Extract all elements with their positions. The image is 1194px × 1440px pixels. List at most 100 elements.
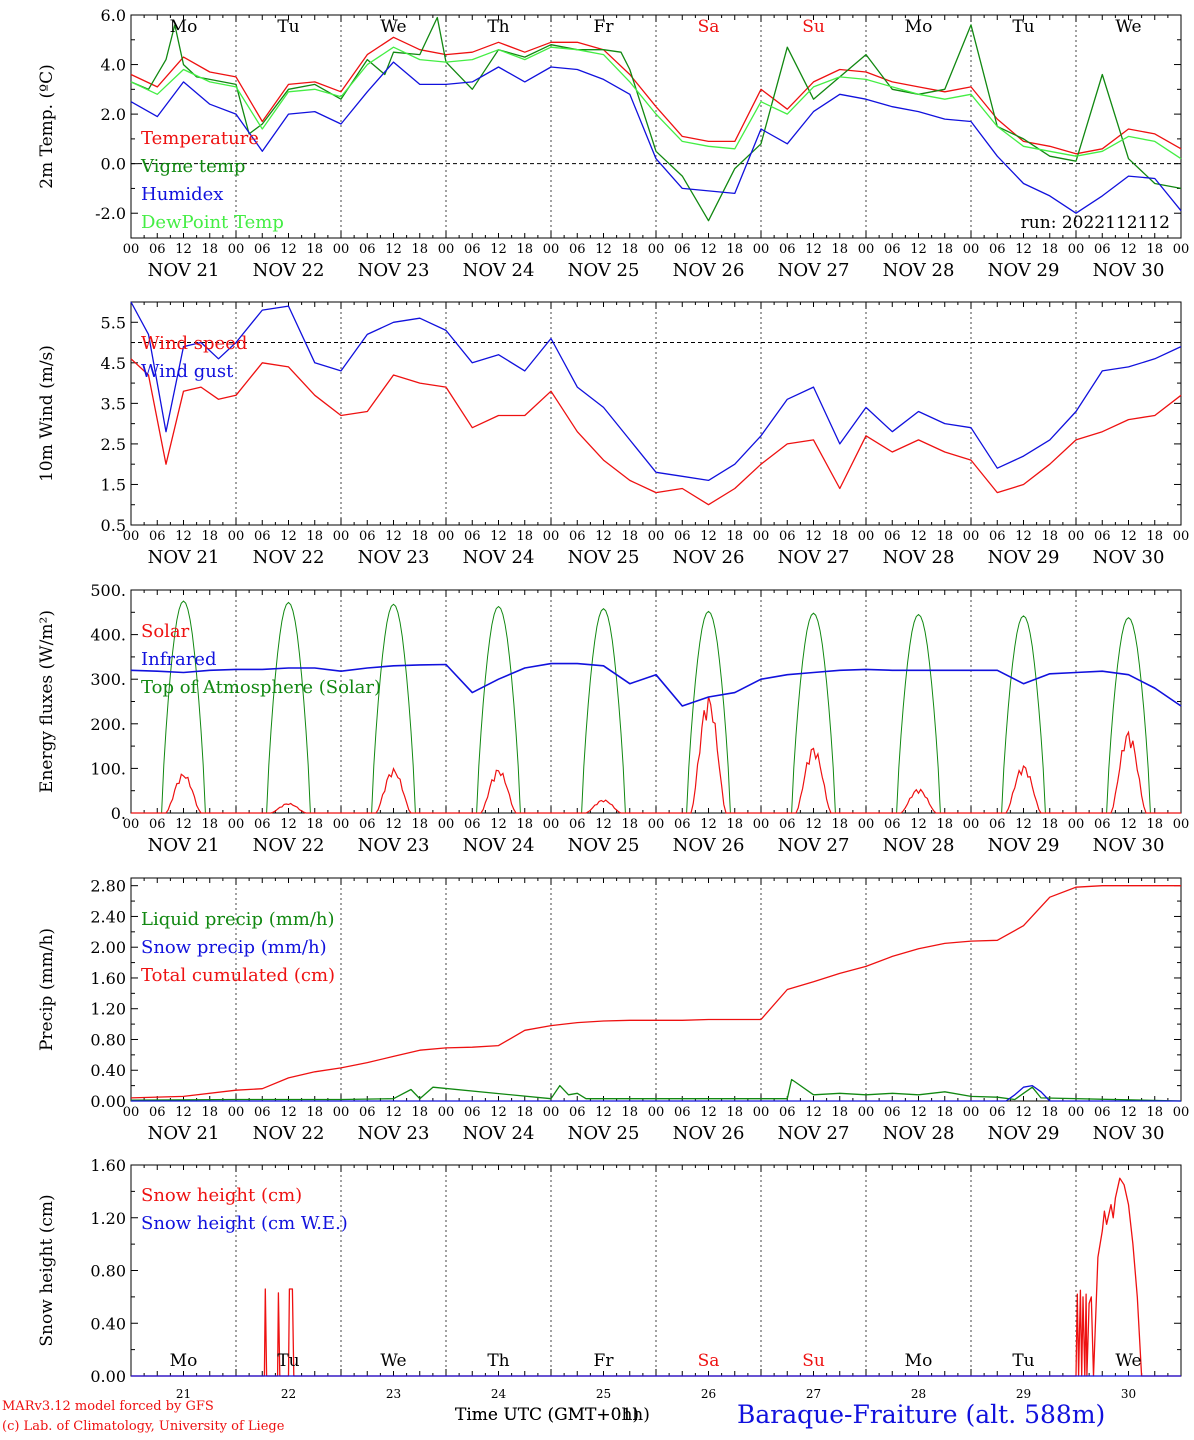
- date-label: NOV 21: [148, 260, 220, 281]
- hour-tick-label: 00: [753, 1105, 770, 1120]
- date-label: NOV 28: [883, 835, 955, 856]
- y-tick-label: 0.80: [90, 1030, 126, 1049]
- hour-tick-label: 12: [1120, 242, 1137, 257]
- hour-tick-label: 06: [464, 529, 481, 544]
- date-label: NOV 24: [463, 260, 535, 281]
- series-line: [130, 885, 1181, 1099]
- hour-tick-label: 12: [385, 1105, 402, 1120]
- day-number-label: 27: [806, 1387, 821, 1401]
- day-number-label: 30: [1121, 1387, 1136, 1401]
- hour-tick-label: 06: [884, 817, 901, 832]
- hour-tick-label: 12: [910, 242, 927, 257]
- y-tick-label: 1.60: [90, 969, 126, 988]
- hour-tick-label: 06: [254, 1105, 271, 1120]
- y-tick-label: 1.20: [90, 1000, 126, 1019]
- day-of-week-label: We: [380, 1351, 406, 1371]
- hour-tick-label: 18: [1041, 817, 1058, 832]
- y-tick-label: -2.0: [95, 204, 126, 223]
- y-tick-label: 1.60: [90, 1156, 126, 1175]
- date-label: NOV 27: [778, 260, 850, 281]
- y-tick-label: 300.: [90, 670, 126, 689]
- day-of-week-label: We: [1115, 1351, 1141, 1371]
- hour-tick-label: 00: [1173, 817, 1190, 832]
- legend-entry: Wind gust: [141, 361, 234, 382]
- day-of-week-label: We: [1115, 17, 1141, 37]
- hour-tick-label: 06: [464, 242, 481, 257]
- hour-tick-label: 18: [516, 1105, 533, 1120]
- day-of-week-label: Th: [487, 17, 509, 37]
- toa-solar-curve: [761, 612, 866, 814]
- y-tick-label: 4.5: [101, 354, 126, 373]
- date-label: NOV 28: [883, 260, 955, 281]
- y-tick-label: 0.0: [101, 155, 126, 174]
- hour-tick-label: 18: [936, 242, 953, 257]
- hour-tick-label: 12: [805, 242, 822, 257]
- model-credit: MARv3.12 model forced by GFS: [2, 1399, 214, 1414]
- date-label: NOV 26: [673, 835, 745, 856]
- hour-tick-label: 18: [201, 529, 218, 544]
- hour-tick-label: 06: [149, 1105, 166, 1120]
- day-number-label: 29: [1016, 1387, 1031, 1401]
- hour-tick-label: 06: [149, 242, 166, 257]
- toa-solar-curve: [446, 605, 551, 814]
- panel-2: 5.5 4.5 3.5 2.5 1.5 0.5 10m Wind (m/s) Wind spe…: [37, 301, 1189, 568]
- solar-curve: [866, 788, 971, 814]
- hour-tick-label: 00: [333, 242, 350, 257]
- hour-tick-label: 06: [149, 817, 166, 832]
- hour-tick-label: 06: [1094, 1105, 1111, 1120]
- hour-tick-label: 12: [1120, 1105, 1137, 1120]
- hour-tick-label: 12: [805, 817, 822, 832]
- day-number-label: 25: [596, 1387, 611, 1401]
- hour-tick-label: 18: [936, 529, 953, 544]
- day-number-label: 22: [281, 1387, 296, 1401]
- hour-tick-label: 06: [779, 529, 796, 544]
- toa-solar-curve: [1076, 617, 1181, 814]
- time-axis-label-overlay: Time UTC (GMT+01h): [455, 1405, 650, 1425]
- hour-tick-label: 06: [1094, 242, 1111, 257]
- hour-tick-label: 06: [254, 242, 271, 257]
- hour-tick-label: 06: [254, 529, 271, 544]
- hour-tick-label: 18: [306, 1105, 323, 1120]
- solar-curve: [551, 799, 656, 814]
- date-label: NOV 25: [568, 547, 640, 568]
- hour-tick-label: 12: [385, 817, 402, 832]
- hour-tick-label: 12: [175, 242, 192, 257]
- date-label: NOV 21: [148, 1123, 220, 1144]
- date-label: NOV 25: [568, 835, 640, 856]
- hour-tick-label: 00: [753, 817, 770, 832]
- hour-tick-label: 12: [910, 529, 927, 544]
- hour-tick-label: 12: [700, 817, 717, 832]
- hour-tick-label: 18: [516, 817, 533, 832]
- day-of-week-label: Su: [802, 17, 825, 37]
- hour-tick-label: 06: [464, 817, 481, 832]
- toa-solar-curve: [341, 603, 446, 814]
- date-label: NOV 28: [883, 1123, 955, 1144]
- hour-tick-label: 06: [569, 817, 586, 832]
- solar-curve: [341, 767, 446, 814]
- series-line: [130, 36, 1182, 155]
- solar-curve: [446, 769, 551, 814]
- date-label: NOV 26: [673, 260, 745, 281]
- hour-tick-label: 06: [464, 1105, 481, 1120]
- hour-tick-label: 18: [306, 529, 323, 544]
- hour-tick-label: 00: [753, 242, 770, 257]
- hour-tick-label: 06: [359, 242, 376, 257]
- hour-tick-label: 12: [805, 529, 822, 544]
- hour-tick-label: 12: [1120, 529, 1137, 544]
- legend-entry: Infrared: [141, 649, 216, 670]
- y-tick-label: 0.: [111, 804, 126, 823]
- day-of-week-label: Mo: [170, 1351, 198, 1371]
- hour-tick-label: 00: [858, 529, 875, 544]
- hour-tick-label: 12: [280, 1105, 297, 1120]
- panel-1: 6.0 4.0 2.0 0.0 -2.0 2m Temp. (ºC) Temperature…: [37, 6, 1189, 281]
- hour-tick-label: 18: [306, 817, 323, 832]
- solar-curve: [761, 747, 866, 814]
- hour-tick-label: 18: [516, 242, 533, 257]
- hour-tick-label: 12: [280, 817, 297, 832]
- hour-tick-label: 12: [1015, 1105, 1032, 1120]
- hour-tick-label: 06: [569, 529, 586, 544]
- hour-tick-label: 00: [438, 817, 455, 832]
- date-label: NOV 30: [1093, 260, 1165, 281]
- hour-tick-label: 12: [595, 1105, 612, 1120]
